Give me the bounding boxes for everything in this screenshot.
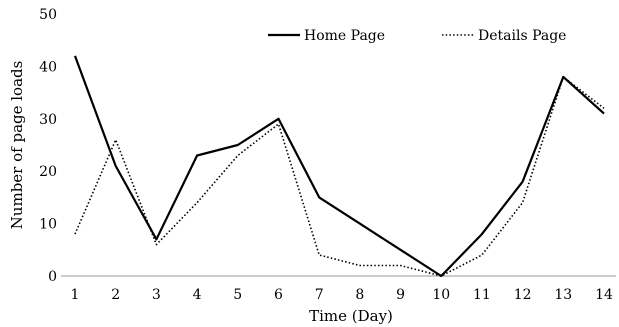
y-tick-label: 30 (39, 112, 57, 128)
series-line-home-page (73, 55, 605, 278)
x-tick-labels: 1 2 3 4 5 6 7 8 9 10 11 12 13 14 (71, 287, 613, 303)
x-tick-label: 6 (274, 287, 283, 303)
x-tick-label: 1 (71, 287, 80, 303)
y-axis-title: Number of page loads (8, 61, 26, 230)
x-tick-label: 10 (432, 287, 450, 303)
x-tick-label: 3 (152, 287, 161, 303)
x-axis-title: Time (Day) (309, 307, 393, 325)
legend-label: Home Page (304, 28, 385, 44)
legend: Home Page Details Page (268, 28, 566, 44)
x-tick-label: 7 (315, 287, 324, 303)
y-tick-labels: 0 10 20 30 40 50 (39, 7, 57, 285)
x-tick-label: 8 (355, 287, 364, 303)
x-tick-label: 12 (514, 287, 532, 303)
series-layer (73, 55, 605, 278)
x-tick-label: 14 (595, 287, 613, 303)
x-tick-label: 11 (473, 287, 491, 303)
x-tick-label: 2 (111, 287, 120, 303)
x-tick-label: 4 (193, 287, 202, 303)
x-tick-label: 5 (233, 287, 242, 303)
x-tick-label: 13 (554, 287, 572, 303)
y-tick-label: 0 (48, 269, 57, 285)
y-tick-label: 10 (39, 217, 57, 233)
y-tick-label: 20 (39, 164, 57, 180)
legend-label: Details Page (478, 28, 566, 44)
x-tick-label: 9 (396, 287, 405, 303)
y-tick-label: 50 (39, 7, 57, 23)
y-tick-label: 40 (39, 59, 57, 75)
